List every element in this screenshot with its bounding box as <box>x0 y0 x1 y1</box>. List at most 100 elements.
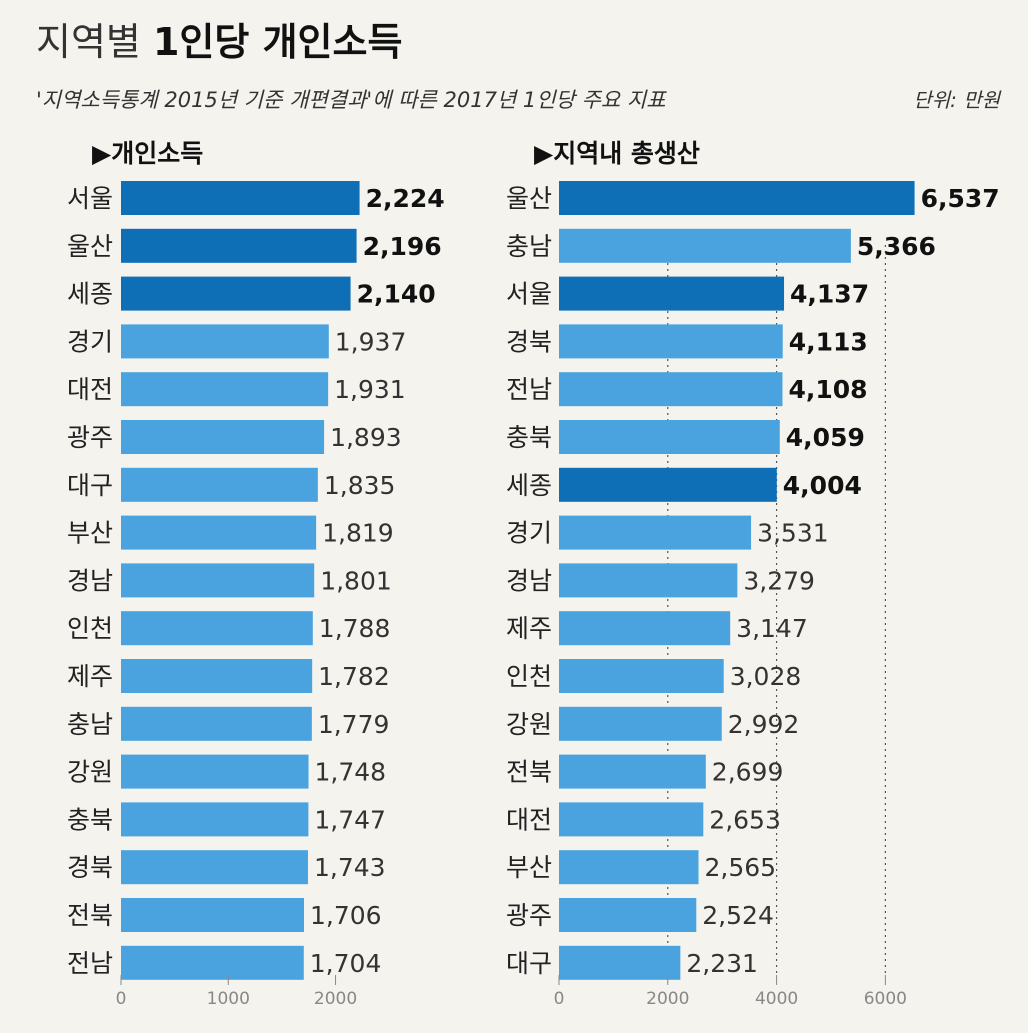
bar-0-5 <box>121 420 325 454</box>
chart-title-1: ▶지역내 총생산 <box>534 139 700 168</box>
category-label-1-0: 울산 <box>506 184 552 213</box>
category-label-1-12: 전북 <box>506 758 552 787</box>
category-label-0-3: 경기 <box>67 327 113 356</box>
value-label-0-1: 2,196 <box>363 232 442 261</box>
category-label-0-10: 제주 <box>67 662 113 691</box>
category-label-1-2: 서울 <box>506 280 552 309</box>
tick-label-1-3: 6000 <box>864 989 907 1009</box>
value-label-0-0: 2,224 <box>366 184 445 213</box>
value-label-1-11: 2,992 <box>728 710 800 739</box>
bar-1-14 <box>559 850 699 885</box>
bar-1-15 <box>559 898 697 932</box>
bar-0-10 <box>121 659 313 693</box>
category-label-0-2: 세종 <box>67 280 113 309</box>
value-label-0-12: 1,748 <box>315 758 387 787</box>
category-label-0-8: 경남 <box>67 566 113 595</box>
bar-0-14 <box>121 850 308 885</box>
value-label-1-8: 3,279 <box>743 566 815 595</box>
category-label-0-5: 광주 <box>67 423 113 452</box>
category-label-1-9: 제주 <box>506 614 552 643</box>
category-label-1-4: 전남 <box>506 375 552 404</box>
bar-1-11 <box>559 706 722 741</box>
bar-1-9 <box>559 611 731 646</box>
tick-label-0-0: 0 <box>116 989 127 1009</box>
category-label-1-16: 대구 <box>506 949 552 978</box>
value-label-1-5: 4,059 <box>786 423 865 452</box>
category-label-0-14: 경북 <box>67 853 113 882</box>
value-label-0-6: 1,835 <box>324 471 396 500</box>
bar-1-2 <box>559 276 785 311</box>
value-label-1-16: 2,231 <box>686 949 758 978</box>
bar-1-5 <box>559 420 780 454</box>
value-label-1-7: 3,531 <box>757 519 829 548</box>
title-bold-part: 1인당 개인소득 <box>152 20 403 64</box>
value-label-0-9: 1,788 <box>319 614 391 643</box>
chart-title-0: ▶개인소득 <box>92 139 203 168</box>
bar-0-4 <box>121 372 329 407</box>
bar-1-16 <box>559 945 681 980</box>
bar-0-8 <box>121 563 315 598</box>
bar-0-7 <box>121 515 317 550</box>
bar-1-12 <box>559 754 706 789</box>
bar-0-0 <box>121 181 360 215</box>
tick-label-1-1: 2000 <box>646 989 689 1009</box>
bar-1-7 <box>559 515 752 550</box>
category-label-1-6: 세종 <box>506 471 552 500</box>
bar-0-16 <box>121 945 304 980</box>
page-subtitle: '지역소득통계 2015년 기준 개편결과'에 따른 2017년 1인당 주요 … <box>36 88 666 112</box>
value-label-1-3: 4,113 <box>789 327 868 356</box>
category-label-1-10: 인천 <box>506 662 552 691</box>
page-title: 지역별 1인당 개인소득 <box>36 18 402 66</box>
bar-0-11 <box>121 706 312 741</box>
value-label-0-16: 1,704 <box>310 949 382 978</box>
value-label-0-5: 1,893 <box>330 423 402 452</box>
category-label-1-1: 충남 <box>506 232 552 261</box>
category-label-1-13: 대전 <box>506 805 552 834</box>
value-label-1-1: 5,366 <box>857 232 936 261</box>
value-label-0-11: 1,779 <box>318 710 390 739</box>
value-label-0-13: 1,747 <box>314 805 386 834</box>
bar-1-8 <box>559 563 738 598</box>
value-label-1-14: 2,565 <box>705 853 777 882</box>
category-label-0-11: 충남 <box>67 710 113 739</box>
category-label-1-11: 강원 <box>506 710 552 739</box>
bar-0-2 <box>121 276 351 311</box>
category-label-0-12: 강원 <box>67 758 113 787</box>
bar-1-4 <box>559 372 783 407</box>
value-label-1-10: 3,028 <box>730 662 802 691</box>
bar-1-6 <box>559 467 777 502</box>
value-label-1-15: 2,524 <box>702 901 774 930</box>
bar-1-0 <box>559 181 915 215</box>
category-label-0-15: 전북 <box>67 901 113 930</box>
category-label-0-6: 대구 <box>67 471 113 500</box>
value-label-0-8: 1,801 <box>320 566 392 595</box>
title-light-part: 지역별 <box>36 20 141 64</box>
bar-0-1 <box>121 228 357 263</box>
category-label-0-7: 부산 <box>67 519 113 548</box>
category-label-1-8: 경남 <box>506 566 552 595</box>
value-label-1-4: 4,108 <box>788 375 867 404</box>
category-label-0-13: 충북 <box>67 805 113 834</box>
tick-label-0-1: 1000 <box>207 989 250 1009</box>
bar-0-13 <box>121 802 309 837</box>
category-label-1-7: 경기 <box>506 519 552 548</box>
category-label-0-1: 울산 <box>67 232 113 261</box>
bar-1-1 <box>559 228 851 263</box>
bar-1-10 <box>559 659 724 693</box>
value-label-0-15: 1,706 <box>310 901 382 930</box>
value-label-1-13: 2,653 <box>709 805 781 834</box>
value-label-1-12: 2,699 <box>712 758 784 787</box>
value-label-1-2: 4,137 <box>790 280 869 309</box>
bar-0-6 <box>121 467 318 502</box>
unit-label: 단위: 만원 <box>913 88 1000 112</box>
category-label-0-4: 대전 <box>67 375 113 404</box>
value-label-0-7: 1,819 <box>322 519 394 548</box>
category-label-0-16: 전남 <box>67 949 113 978</box>
value-label-0-3: 1,937 <box>335 327 407 356</box>
value-label-0-14: 1,743 <box>314 853 386 882</box>
category-label-0-0: 서울 <box>67 184 113 213</box>
category-label-1-15: 광주 <box>506 901 552 930</box>
value-label-0-4: 1,931 <box>334 375 406 404</box>
value-label-0-10: 1,782 <box>318 662 390 691</box>
